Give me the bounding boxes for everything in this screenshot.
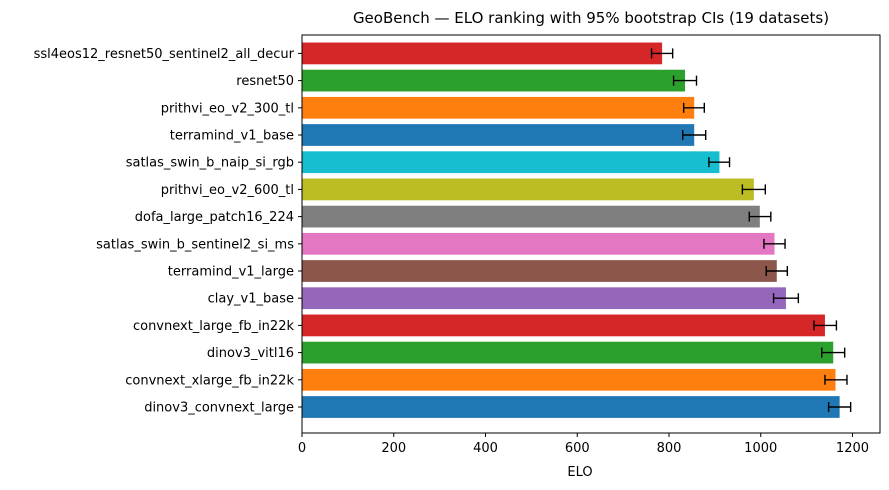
y-tick-label: resnet50 [236,74,294,89]
error-bar-satlas_swin_b_naip_si_rgb [708,157,731,168]
y-axis: dinov3_convnext_large convnext_xlarge_fb_… [34,47,302,416]
error-bars-layer [650,48,852,412]
y-tick-label: dinov3_convnext_large [144,401,294,416]
y-tick-label: satlas_swin_b_sentinel2_si_ms [96,237,294,252]
error-bar-ssl4eos12_resnet50_sentinel2_all_decur [650,48,674,59]
y-tick-label: clay_v1_base [208,292,294,307]
y-tick-label: dinov3_vitl16 [207,346,294,361]
bar-resnet50 [302,69,686,92]
error-bar-dinov3_vitl16 [821,347,846,358]
y-tick-label: prithvi_eo_v2_300_tl [161,101,294,116]
x-axis: 0 200 400 600 800 1000 1200 [298,433,869,456]
bar-dofa_large_patch16_224 [302,205,760,228]
x-tick-label: 1200 [836,441,869,456]
x-tick-label: 1000 [744,441,777,456]
error-bar-prithvi_eo_v2_600_tl [741,184,767,195]
bar-satlas_swin_b_sentinel2_si_ms [302,232,775,255]
x-tick-label: 600 [565,441,590,456]
y-tick-label: dofa_large_patch16_224 [135,210,294,225]
error-bar-dinov3_convnext_large [827,402,852,412]
bar-ssl4eos12_resnet50_sentinel2_all_decur [302,42,663,65]
x-axis-label: ELO [567,465,592,480]
bar-satlas_swin_b_naip_si_rgb [302,151,720,174]
bar-prithvi_eo_v2_300_tl [302,96,695,119]
y-tick-label: convnext_xlarge_fb_in22k [125,373,294,388]
bar-dinov3_convnext_large [302,396,840,418]
x-tick-label: 800 [657,441,682,456]
chart-title: GeoBench — ELO ranking with 95% bootstra… [353,9,829,27]
y-tick-label: terramind_v1_base [170,129,294,144]
y-tick-label: terramind_v1_large [168,265,294,280]
bar-terramind_v1_base [302,124,695,146]
error-bar-clay_v1_base [772,293,800,304]
bar-clay_v1_base [302,287,786,310]
error-bar-resnet50 [672,75,698,86]
y-tick-label: convnext_large_fb_in22k [133,319,294,334]
bar-convnext_xlarge_fb_in22k [302,368,836,391]
x-tick-label: 0 [298,441,306,456]
x-tick-label: 200 [381,441,406,456]
error-bar-dofa_large_patch16_224 [748,211,772,222]
bar-convnext_large_fb_in22k [302,314,825,337]
error-bar-satlas_swin_b_sentinel2_si_ms [763,238,786,249]
y-tick-label: ssl4eos12_resnet50_sentinel2_all_decur [34,47,295,62]
bar-terramind_v1_large [302,260,777,282]
y-tick-label: satlas_swin_b_naip_si_rgb [126,156,294,171]
error-bar-convnext_large_fb_in22k [813,320,838,331]
error-bar-terramind_v1_base [682,130,707,140]
error-bar-convnext_xlarge_fb_in22k [824,374,848,385]
x-tick-label: 400 [473,441,498,456]
bar-prithvi_eo_v2_600_tl [302,178,754,201]
error-bar-terramind_v1_large [765,266,789,276]
bars-layer [302,42,840,418]
plot-frame [301,34,881,434]
error-bar-prithvi_eo_v2_300_tl [682,102,706,113]
bar-dinov3_vitl16 [302,341,834,364]
y-tick-label: prithvi_eo_v2_600_tl [161,183,294,198]
